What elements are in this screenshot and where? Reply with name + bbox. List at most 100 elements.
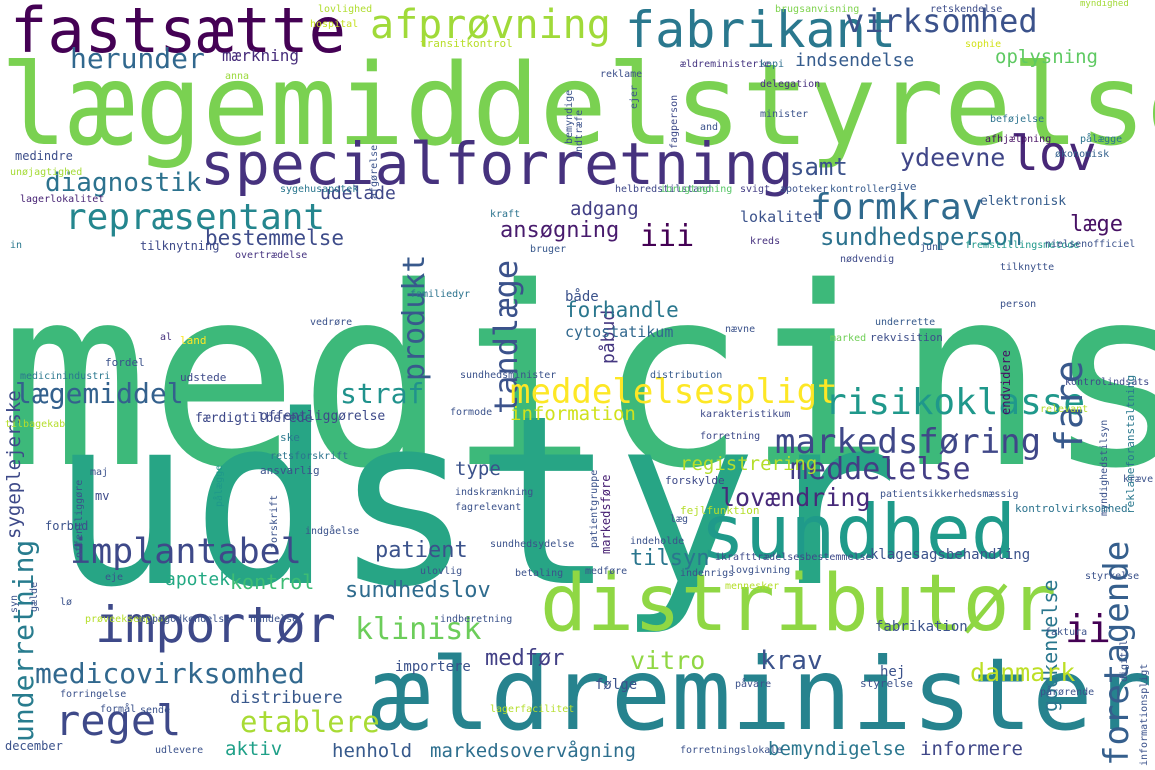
- word-kopi: kopi: [760, 59, 785, 70]
- word-medfor: medfør: [485, 646, 565, 671]
- word-indskraenkning: indskrænkning: [455, 487, 534, 498]
- word-folge: følge: [595, 677, 638, 693]
- word-relevant: relevant: [1040, 404, 1089, 415]
- word-forretning: forretning: [700, 431, 761, 442]
- word-klagesagsbehandling: klagesagsbehandling: [870, 547, 1031, 563]
- word-markedsfore: markedsføre: [599, 474, 613, 554]
- word-digital: digital: [1119, 639, 1130, 682]
- word-indberetning: indberetning: [440, 614, 513, 625]
- word-svigt: svigt: [740, 184, 771, 195]
- word-udstede: udstede: [180, 371, 227, 384]
- word-styrkelse: styrkelse: [1085, 571, 1140, 582]
- word-lov: lov: [1010, 126, 1097, 182]
- word-fagrelevant: fagrelevant: [455, 502, 522, 513]
- word-kreds: kreds: [750, 236, 781, 247]
- word-registrering: registrering: [680, 453, 818, 475]
- word-maj: maj: [90, 467, 109, 478]
- word-give: give: [890, 180, 917, 193]
- word-iii: iii: [640, 219, 695, 254]
- word-indeholde: indeholde: [630, 536, 685, 547]
- word-virksomhed: virksomhed: [845, 2, 1038, 40]
- word-fabrikant: fabrikant: [625, 1, 896, 59]
- word-parorende: pårørende: [1040, 687, 1095, 698]
- word-palaegge: pålægge: [1080, 134, 1123, 145]
- word-pavare: påvare: [735, 679, 772, 690]
- word-maerkning: mærkning: [222, 46, 300, 65]
- word-klinisk: klinisk: [355, 612, 482, 647]
- word-formal: formål: [100, 704, 137, 715]
- word-person: person: [1000, 299, 1037, 310]
- word-udelade: udelade: [320, 183, 396, 204]
- word-proveeksemplar: prøveeksemplar: [85, 614, 170, 625]
- word-afgorelse: afgørelse: [369, 144, 380, 199]
- word-laege: læge: [1070, 212, 1123, 237]
- word-apoteker: apoteker: [780, 184, 829, 195]
- word-patientgruppe: patientgruppe: [589, 469, 600, 548]
- word-markedsforing: markedsføring: [775, 422, 1042, 462]
- word-retsforskrift: retsforskrift: [270, 451, 349, 462]
- word-befojelse: beføjelse: [990, 114, 1045, 125]
- word-fastsaette: fastsætte: [10, 0, 346, 67]
- word-indtraefe: indtræfe: [574, 109, 585, 158]
- word-sende: sende: [140, 705, 171, 716]
- word-medicovirksomhed: medicovirksomhed: [35, 657, 305, 690]
- word-repraesentant: repræsentant: [65, 197, 326, 238]
- word-fagperson: fagperson: [669, 94, 680, 149]
- word-importor: importør: [95, 596, 336, 654]
- word-medicinsk: medicinsk: [0, 235, 1155, 523]
- word-diagnostik: diagnostik: [45, 168, 202, 198]
- word-kontrolvirksomhed: kontrolvirksomhed: [1015, 502, 1128, 515]
- word-and: and: [700, 122, 719, 133]
- word-forretningslokale: forretningslokale: [680, 745, 783, 756]
- word-ske: ske: [280, 431, 300, 444]
- word-faktura: faktura: [1045, 627, 1088, 638]
- word-sundhedsydelse: sundhedsydelse: [490, 539, 575, 550]
- word-gaelde: gælde: [29, 581, 40, 612]
- word-forhandle: forhandle: [565, 298, 679, 322]
- word-helbredstilstand: helbredstilstand: [615, 184, 712, 195]
- word-distributor: distributør: [540, 559, 1057, 649]
- word-afhjaelpning: afhjælpning: [985, 134, 1052, 145]
- word-markedsovervagning: markedsovervågning: [430, 740, 636, 762]
- word-lovaendring: lovændring: [720, 483, 871, 512]
- word-typegodkendelse: typegodkendelse: [140, 614, 231, 625]
- word-aeldreministerie: ældreministerie: [680, 59, 771, 70]
- word-tilknytte: tilknytte: [1000, 262, 1055, 273]
- word-unojagtighed: unøjagtighed: [10, 167, 83, 178]
- word-vedrore: vedrøre: [310, 317, 353, 328]
- word-laeg: læg: [670, 514, 689, 525]
- word-anna: anna: [225, 71, 250, 82]
- word-medindre: medindre: [15, 149, 73, 163]
- word-transitkontrol: transitkontrol: [420, 37, 513, 50]
- word-information: information: [510, 403, 636, 425]
- word-informationspligt: informationspligt: [1139, 663, 1150, 766]
- word-underretning: underretning: [7, 539, 40, 742]
- word-sundhedsperson: sundhedsperson: [820, 223, 1023, 251]
- word-sygeplejerske: sygeplejerske: [3, 390, 25, 539]
- word-sophie: sophie: [965, 39, 1002, 50]
- word-ydeevne: ydeevne: [900, 143, 1006, 172]
- word-tilknytning: tilknytning: [140, 239, 220, 253]
- word-formkrav: formkrav: [810, 187, 984, 228]
- word-danmark: danmark: [970, 658, 1076, 687]
- word-risikoklasse: risikoklasse: [825, 382, 1086, 423]
- word-meddelelse: meddelelse: [790, 452, 971, 487]
- word-myndighed: myndighed: [1080, 0, 1129, 9]
- word-laegemiddel: lægemiddel: [15, 377, 184, 410]
- word-styrelse: styrelse: [860, 677, 913, 690]
- word-forbud: forbud: [45, 519, 89, 533]
- word-bemyndigelse: bemyndigelse: [768, 738, 906, 760]
- word-implantabel: implantabel: [70, 532, 302, 572]
- word-fordel: fordel: [105, 356, 145, 369]
- word-faerdigtilberede: færdigtilberede: [195, 411, 313, 426]
- word-betaling: betaling: [515, 568, 564, 579]
- word-ulovlig: ulovlig: [420, 566, 463, 577]
- word-informere: informere: [920, 738, 1023, 760]
- word-hospital: hospital: [310, 19, 359, 30]
- word-reklameforanstaltning: reklameforanstaltning: [1124, 374, 1137, 514]
- word-minister: minister: [760, 109, 809, 120]
- word-palaegge: pålægge: [214, 464, 225, 507]
- word-juni: juni: [920, 242, 945, 253]
- word-forskylde: forskylde: [665, 474, 725, 487]
- word-distribuere: distribuere: [230, 688, 343, 708]
